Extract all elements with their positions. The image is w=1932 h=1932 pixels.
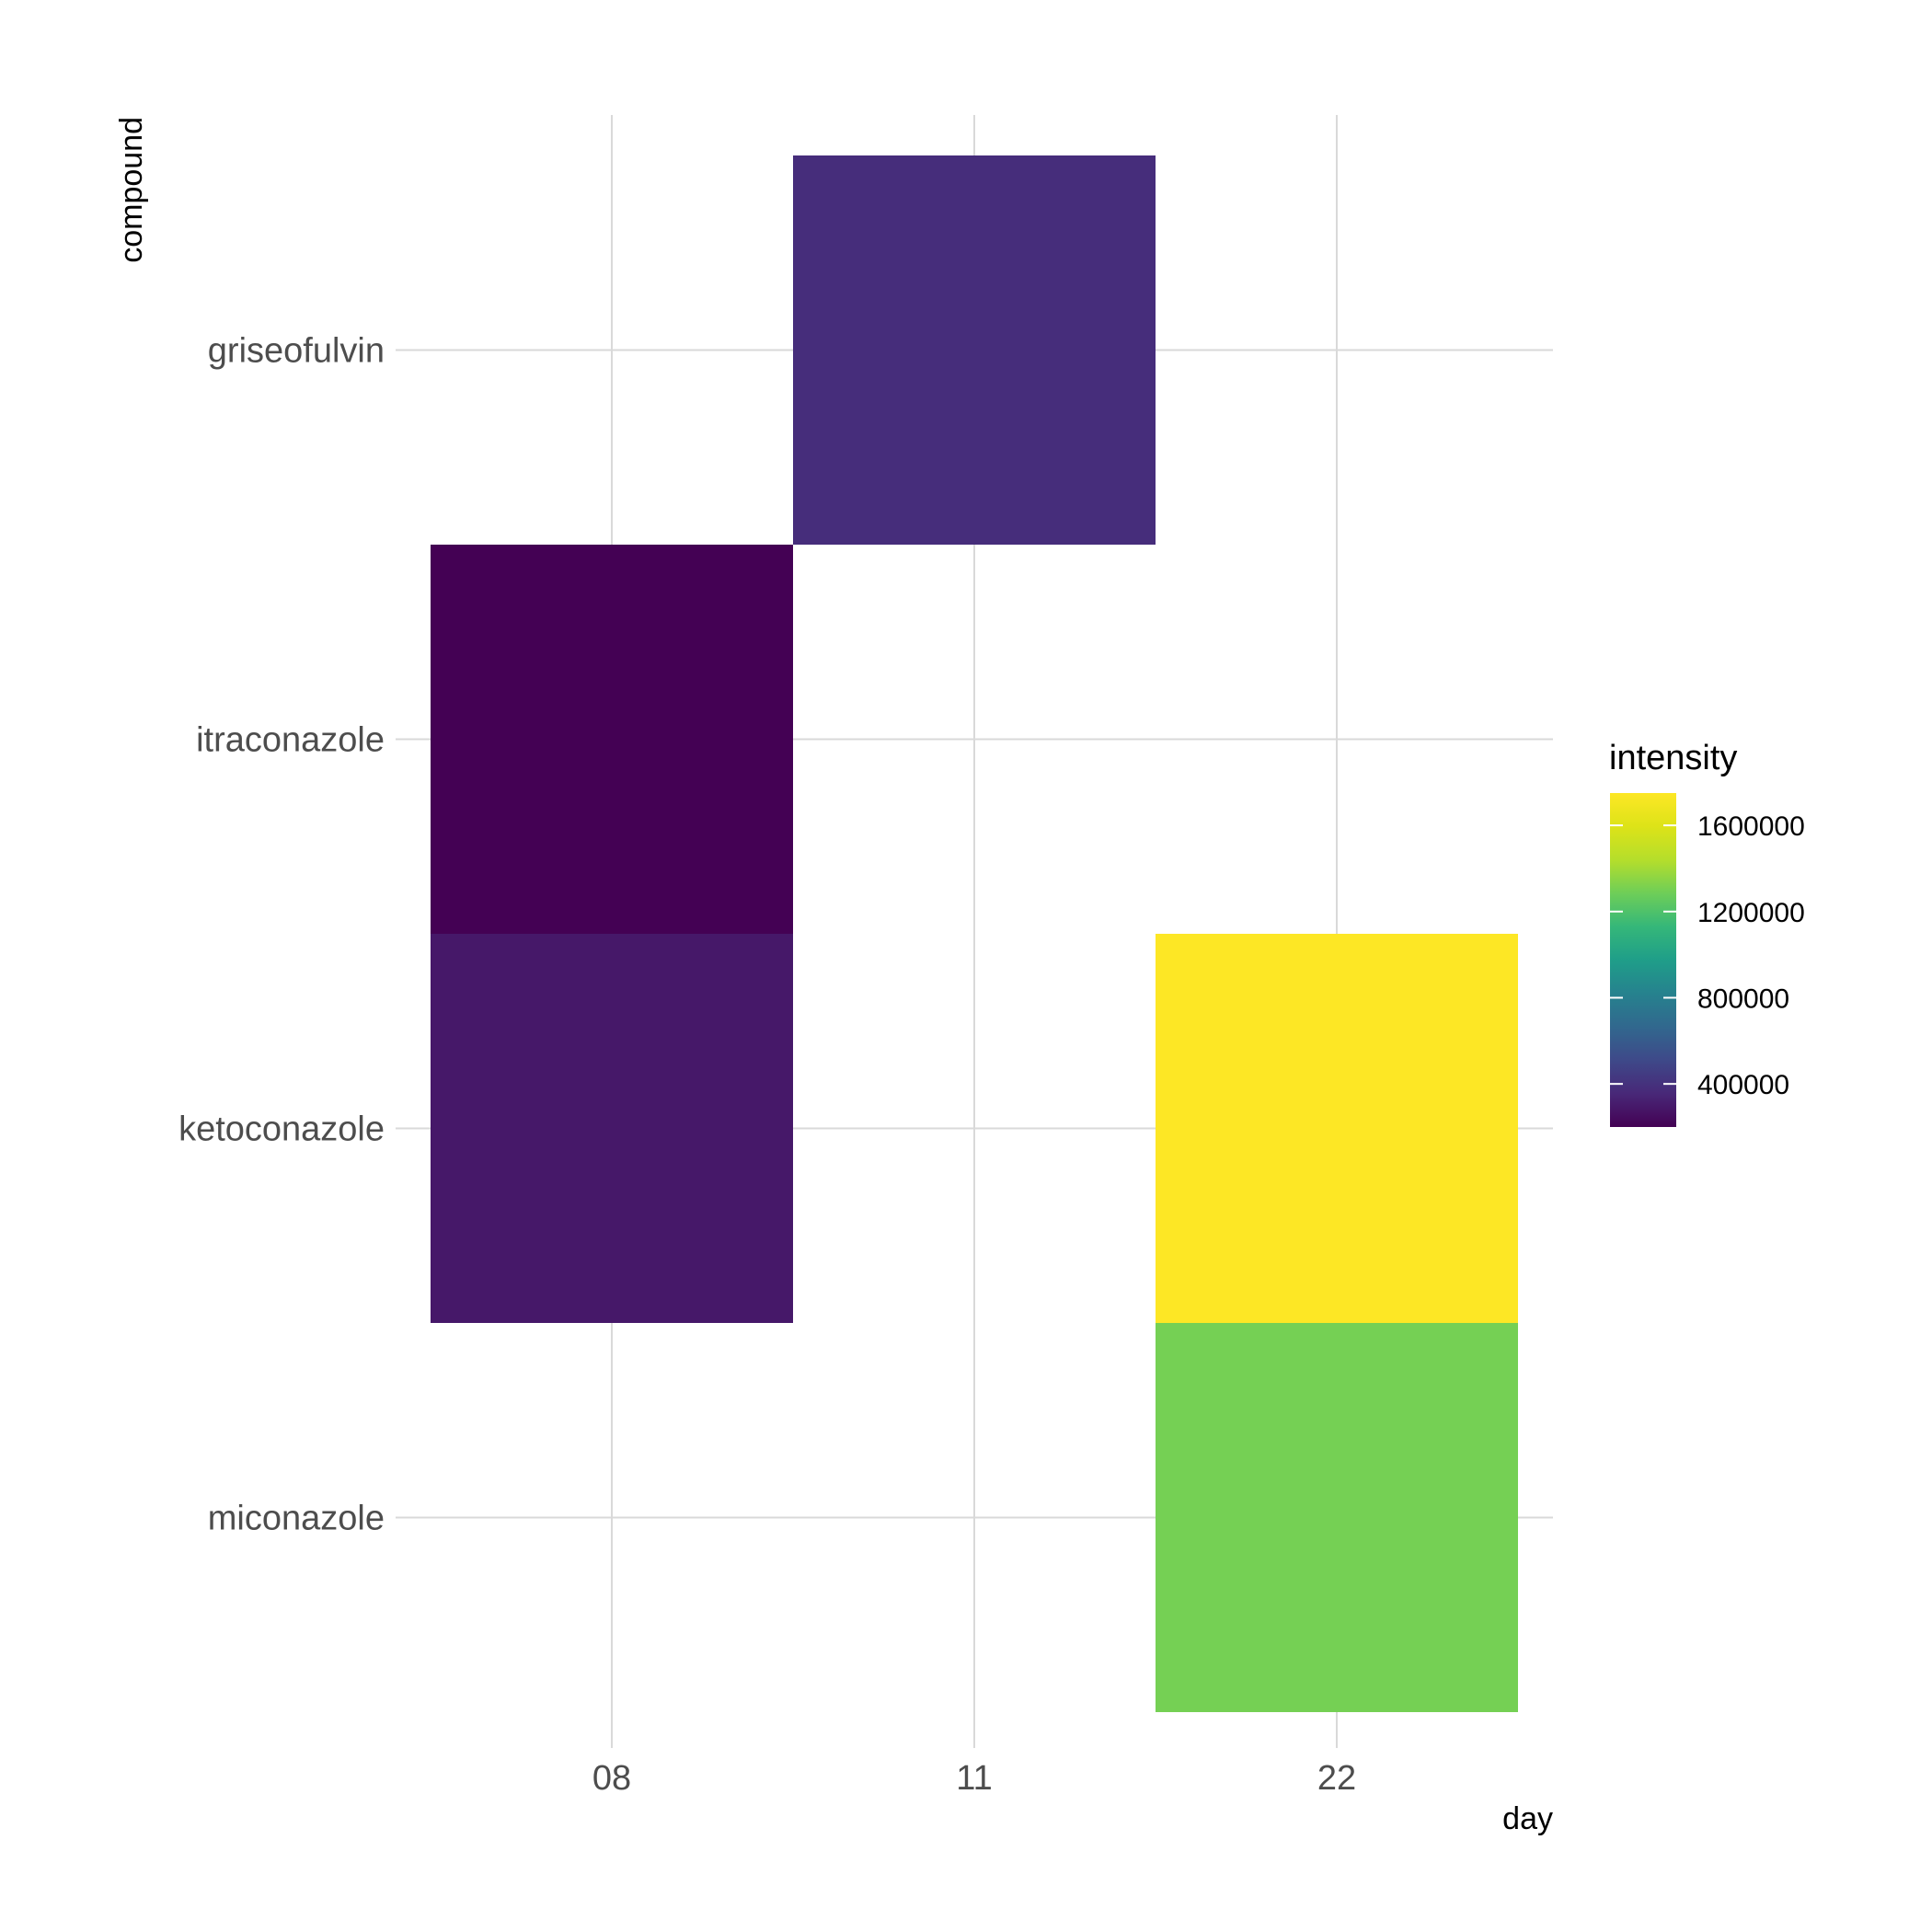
legend-title: intensity [1609, 739, 1737, 777]
legend-ticks: 400000 800000 1200000 1600000 [1610, 811, 1805, 1100]
y-axis-tick-labels: griseofulvin itraconazole ketoconazole mico… [178, 332, 385, 1538]
heatmap-cell [1156, 934, 1518, 1323]
y-tick-label: ketoconazole [178, 1110, 385, 1149]
y-tick-label: griseofulvin [208, 332, 385, 371]
y-tick-label: miconazole [208, 1500, 385, 1538]
y-tick-label: itraconazole [196, 721, 385, 760]
heatmap-cell [431, 934, 793, 1323]
heatmap-cell [793, 155, 1156, 545]
x-tick-label: 22 [1317, 1759, 1356, 1798]
y-axis-title: compound [114, 117, 149, 263]
x-tick-label: 11 [956, 1759, 992, 1798]
heatmap-cell [1156, 1323, 1518, 1712]
legend: intensity 400000 800000 1200000 1600000 [1609, 739, 1805, 1127]
x-axis-title: day [1502, 1801, 1553, 1836]
x-tick-label: 08 [592, 1759, 631, 1798]
heatmap-cells [431, 155, 1518, 1712]
legend-colorbar [1610, 793, 1676, 1127]
heatmap-cell [431, 545, 793, 934]
legend-tick-label: 800000 [1697, 983, 1789, 1014]
x-axis-tick-labels: 08 11 22 [592, 1759, 1356, 1798]
legend-tick-label: 1200000 [1697, 898, 1805, 928]
legend-tick-label: 400000 [1697, 1070, 1789, 1100]
legend-tick-label: 1600000 [1697, 811, 1805, 842]
